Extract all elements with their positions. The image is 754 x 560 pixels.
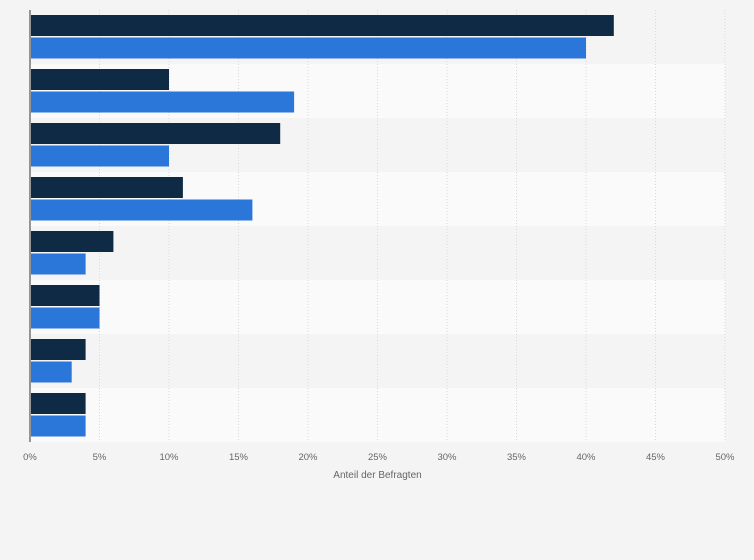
bar[interactable]	[31, 393, 86, 414]
bar[interactable]	[31, 37, 586, 59]
x-tick-label: 40%	[576, 452, 596, 463]
x-tick-label: 15%	[229, 452, 249, 463]
bar[interactable]	[31, 307, 100, 329]
x-tick-label: 0%	[23, 452, 37, 463]
bar[interactable]	[31, 69, 169, 90]
gridlines	[99, 10, 726, 442]
bars	[31, 15, 614, 437]
bar[interactable]	[31, 145, 169, 167]
bar[interactable]	[31, 231, 114, 252]
bar[interactable]	[31, 177, 183, 198]
x-tick-labels: 0% 5% 10% 15% 20% 25% 30% 35% 40% 45% 50%	[23, 452, 735, 463]
x-tick-label: 25%	[368, 452, 388, 463]
x-tick-label: 50%	[715, 452, 735, 463]
x-tick-label: 30%	[437, 452, 457, 463]
x-axis-title: Anteil der Befragten	[333, 470, 421, 481]
bar[interactable]	[31, 91, 295, 113]
bar[interactable]	[31, 199, 253, 221]
bar[interactable]	[31, 361, 72, 383]
x-tick-label: 35%	[507, 452, 527, 463]
x-tick-label: 45%	[646, 452, 666, 463]
x-tick-label: 10%	[159, 452, 179, 463]
x-tick-label: 20%	[298, 452, 318, 463]
bar[interactable]	[31, 15, 614, 36]
bar[interactable]	[31, 253, 86, 275]
x-tick-label: 5%	[93, 452, 107, 463]
bar[interactable]	[31, 123, 281, 144]
bar[interactable]	[31, 339, 86, 360]
bar[interactable]	[31, 415, 86, 437]
bar[interactable]	[31, 285, 100, 306]
